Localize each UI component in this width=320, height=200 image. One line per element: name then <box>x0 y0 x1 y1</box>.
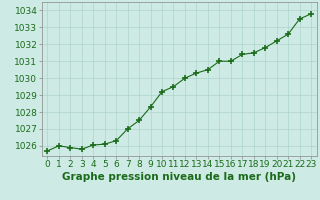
X-axis label: Graphe pression niveau de la mer (hPa): Graphe pression niveau de la mer (hPa) <box>62 172 296 182</box>
